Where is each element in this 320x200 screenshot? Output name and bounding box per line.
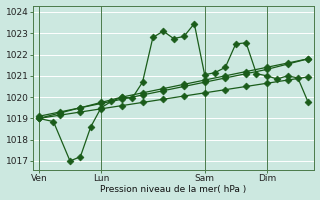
X-axis label: Pression niveau de la mer( hPa ): Pression niveau de la mer( hPa ) xyxy=(100,185,247,194)
